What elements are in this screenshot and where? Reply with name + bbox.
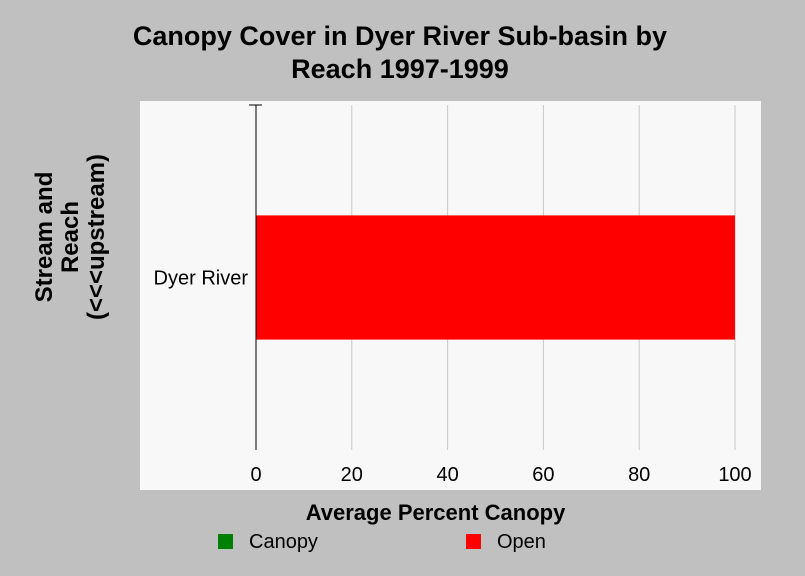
x-tick-label-60: 60 [532,464,554,486]
chart-title-line-1: Canopy Cover in Dyer River Sub-basin by [132,21,668,51]
legend-swatch-canopy [218,534,233,549]
y-axis-label-line-3: (<<<upstream) [83,153,110,321]
plot-area: Dyer River 0 20 40 60 80 100 [140,101,761,490]
x-tick-label-20: 20 [341,464,363,486]
bar-open-0 [256,215,735,340]
x-axis-label: Average Percent Canopy [305,500,566,525]
x-tick-label-80: 80 [628,464,650,486]
chart-svg: Dyer River 0 20 40 60 80 100 [154,104,752,486]
x-tick-label-0: 0 [250,464,261,486]
y-tick-label-0: Dyer River [154,268,249,290]
x-tick-label-40: 40 [436,464,458,486]
y-axis-label-line-1: Stream and [31,171,58,303]
y-axis-label-line-2: Reach [57,200,84,274]
x-tick-label-100: 100 [718,464,751,486]
chart-title: Canopy Cover in Dyer River Sub-basin by … [60,20,740,86]
legend-label-open: Open [497,531,546,553]
chart-title-line-2: Reach 1997-1999 [291,54,509,84]
legend-label-canopy: Canopy [249,531,318,553]
legend-swatch-open [466,534,481,549]
